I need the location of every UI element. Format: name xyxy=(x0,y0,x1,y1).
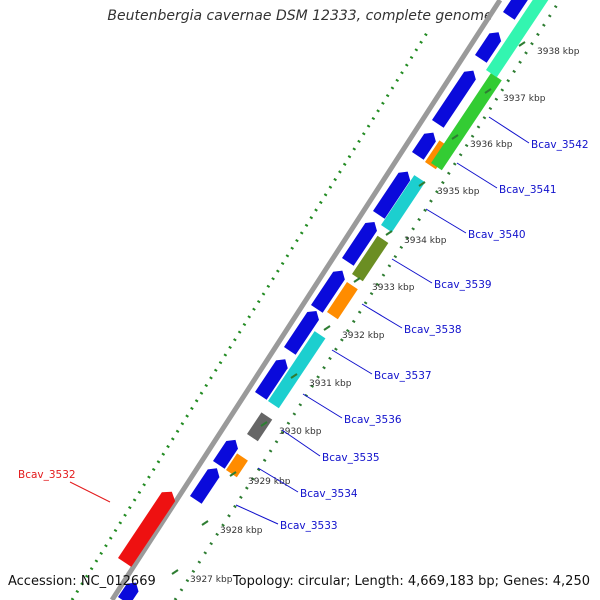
outer-dotted-ring xyxy=(70,27,432,600)
tick-layer: 3927 kbp 3928 kbp 3929 kbp 3930 kbp 3931 kbp… xyxy=(171,41,580,585)
cds-arrow-2 xyxy=(213,439,238,469)
cds-arrow-5 xyxy=(311,270,345,313)
cyan-feature-5 xyxy=(381,175,426,233)
gene-leader-line xyxy=(235,504,279,525)
cds-arrow-9 xyxy=(432,70,476,128)
gene-label-bcav_3536[interactable]: Bcav_3536 xyxy=(344,414,402,426)
tick-label: 3929 kbp xyxy=(248,477,291,487)
feature-layer xyxy=(118,0,549,600)
mint-feature-8 xyxy=(486,0,549,78)
tick-label: 3936 kbp xyxy=(470,140,513,150)
cds-arrow-7 xyxy=(373,171,411,219)
tick-label: 3930 kbp xyxy=(279,427,322,437)
gene-leader-line xyxy=(281,429,321,457)
tick-mark xyxy=(518,41,526,47)
gene-label-bcav_3539[interactable]: Bcav_3539 xyxy=(434,279,492,291)
cds-arrow-4 xyxy=(284,310,319,355)
tick-label: 3933 kbp xyxy=(372,283,415,293)
gene-leader-line xyxy=(456,162,498,189)
gene-label-bcav_3540[interactable]: Bcav_3540 xyxy=(468,229,526,241)
cds-arrow-8 xyxy=(412,132,436,160)
cds-arrow-1 xyxy=(190,468,220,504)
tick-mark xyxy=(353,277,361,283)
tick-label: 3932 kbp xyxy=(342,331,385,341)
tick-label: 3931 kbp xyxy=(309,379,352,389)
genome-backbone xyxy=(109,0,503,600)
gene-leader-line xyxy=(425,208,467,234)
tick-mark xyxy=(451,134,459,140)
orange-feature-0 xyxy=(226,453,248,478)
tick-label: 3938 kbp xyxy=(537,47,580,57)
gene-leader-line xyxy=(391,258,433,284)
gene-label-bcav_3537[interactable]: Bcav_3537 xyxy=(374,370,432,382)
green-feature-7 xyxy=(431,73,502,171)
genome-summary-text: Topology: circular; Length: 4,669,183 bp… xyxy=(232,574,590,589)
tick-mark xyxy=(418,181,426,187)
tick-mark xyxy=(201,520,209,526)
orange-feature-3 xyxy=(327,282,358,320)
gene-label-layer: Bcav_3532 Bcav_3533 Bcav_3534 Bcav_3535 Bcav… xyxy=(18,116,589,532)
gene-label-bcav_3538[interactable]: Bcav_3538 xyxy=(404,324,462,336)
tick-label: 3928 kbp xyxy=(220,526,263,536)
gene-leader-line xyxy=(302,393,343,419)
tick-mark xyxy=(290,373,298,379)
tick-label: 3927 kbp xyxy=(190,575,233,585)
tick-label: 3934 kbp xyxy=(404,236,447,246)
gene-leader-line xyxy=(488,116,530,144)
map-title: Beutenbergia cavernae DSM 12333, complet… xyxy=(107,8,493,24)
gene-leader-line xyxy=(257,467,299,493)
cds-arrow-0 xyxy=(118,582,139,600)
gene-leader-line xyxy=(69,481,111,503)
gene-leader-line xyxy=(361,303,403,329)
inner-dotted-ring xyxy=(173,0,562,600)
cds-arrow-3 xyxy=(255,359,288,400)
cds-arrow-6 xyxy=(342,221,377,266)
tick-label: 3937 kbp xyxy=(503,94,546,104)
tick-mark xyxy=(323,325,331,331)
tick-mark xyxy=(260,421,268,427)
tick-mark xyxy=(171,569,179,575)
olive-feature-4 xyxy=(352,235,389,282)
gene-label-bcav_3541[interactable]: Bcav_3541 xyxy=(499,184,557,196)
gene-label-bcav_3532[interactable]: Bcav_3532 xyxy=(18,469,76,481)
gene-label-bcav_3535[interactable]: Bcav_3535 xyxy=(322,452,380,464)
cds-arrow-11 xyxy=(503,0,528,20)
cds-arrow-10 xyxy=(475,32,502,63)
red-feature-0 xyxy=(118,491,176,567)
tick-mark xyxy=(385,230,393,236)
accession-text: Accession: NC_012669 xyxy=(8,574,156,589)
tick-mark xyxy=(229,471,237,477)
gene-label-bcav_3534[interactable]: Bcav_3534 xyxy=(300,488,358,500)
gene-label-bcav_3542[interactable]: Bcav_3542 xyxy=(531,139,589,151)
tick-label: 3935 kbp xyxy=(437,187,480,197)
gene-label-bcav_3533[interactable]: Bcav_3533 xyxy=(280,520,338,532)
gray-feature-1 xyxy=(247,412,273,442)
cyan-feature-2 xyxy=(268,331,326,409)
tick-mark xyxy=(484,88,492,94)
gene-leader-line xyxy=(331,349,373,375)
